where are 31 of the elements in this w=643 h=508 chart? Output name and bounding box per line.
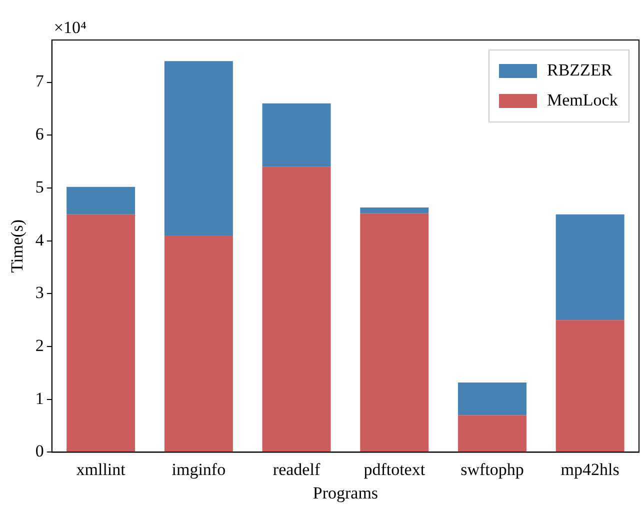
bar	[262, 103, 331, 167]
bar	[360, 208, 429, 214]
bar	[164, 236, 233, 452]
x-tick-label: imginfo	[172, 460, 226, 479]
y-tick-label: 4	[35, 230, 44, 250]
x-axis-title: Programs	[312, 483, 378, 502]
x-tick-label: swftophp	[460, 460, 524, 479]
y-tick-label: 2	[35, 336, 44, 355]
x-tick-label: pdftotext	[364, 460, 426, 479]
x-tick-label: readelf	[272, 460, 320, 479]
bar	[164, 61, 233, 236]
y-axis-title: Time(s)	[8, 219, 27, 273]
text: ×10⁴	[54, 18, 86, 37]
y-tick-label: 1	[35, 388, 44, 408]
y-tick-label: 3	[35, 283, 44, 302]
legend-label: RBZZER	[547, 60, 613, 80]
y-tick-label: 6	[35, 124, 44, 144]
y-tick-label: 5	[35, 177, 44, 196]
bar	[556, 214, 624, 320]
legend-label: MemLock	[547, 90, 618, 110]
y-tick-label: 0	[35, 442, 44, 461]
bar	[66, 186, 136, 214]
x-tick-label: xmllint	[76, 460, 126, 479]
y-tick-label: 7	[35, 72, 44, 91]
bar	[262, 166, 331, 452]
x-tick-label: mp42hls	[560, 460, 620, 479]
bar	[66, 214, 136, 452]
bar	[458, 382, 526, 416]
bar	[556, 320, 624, 452]
bar	[360, 213, 429, 452]
bar	[458, 415, 526, 452]
